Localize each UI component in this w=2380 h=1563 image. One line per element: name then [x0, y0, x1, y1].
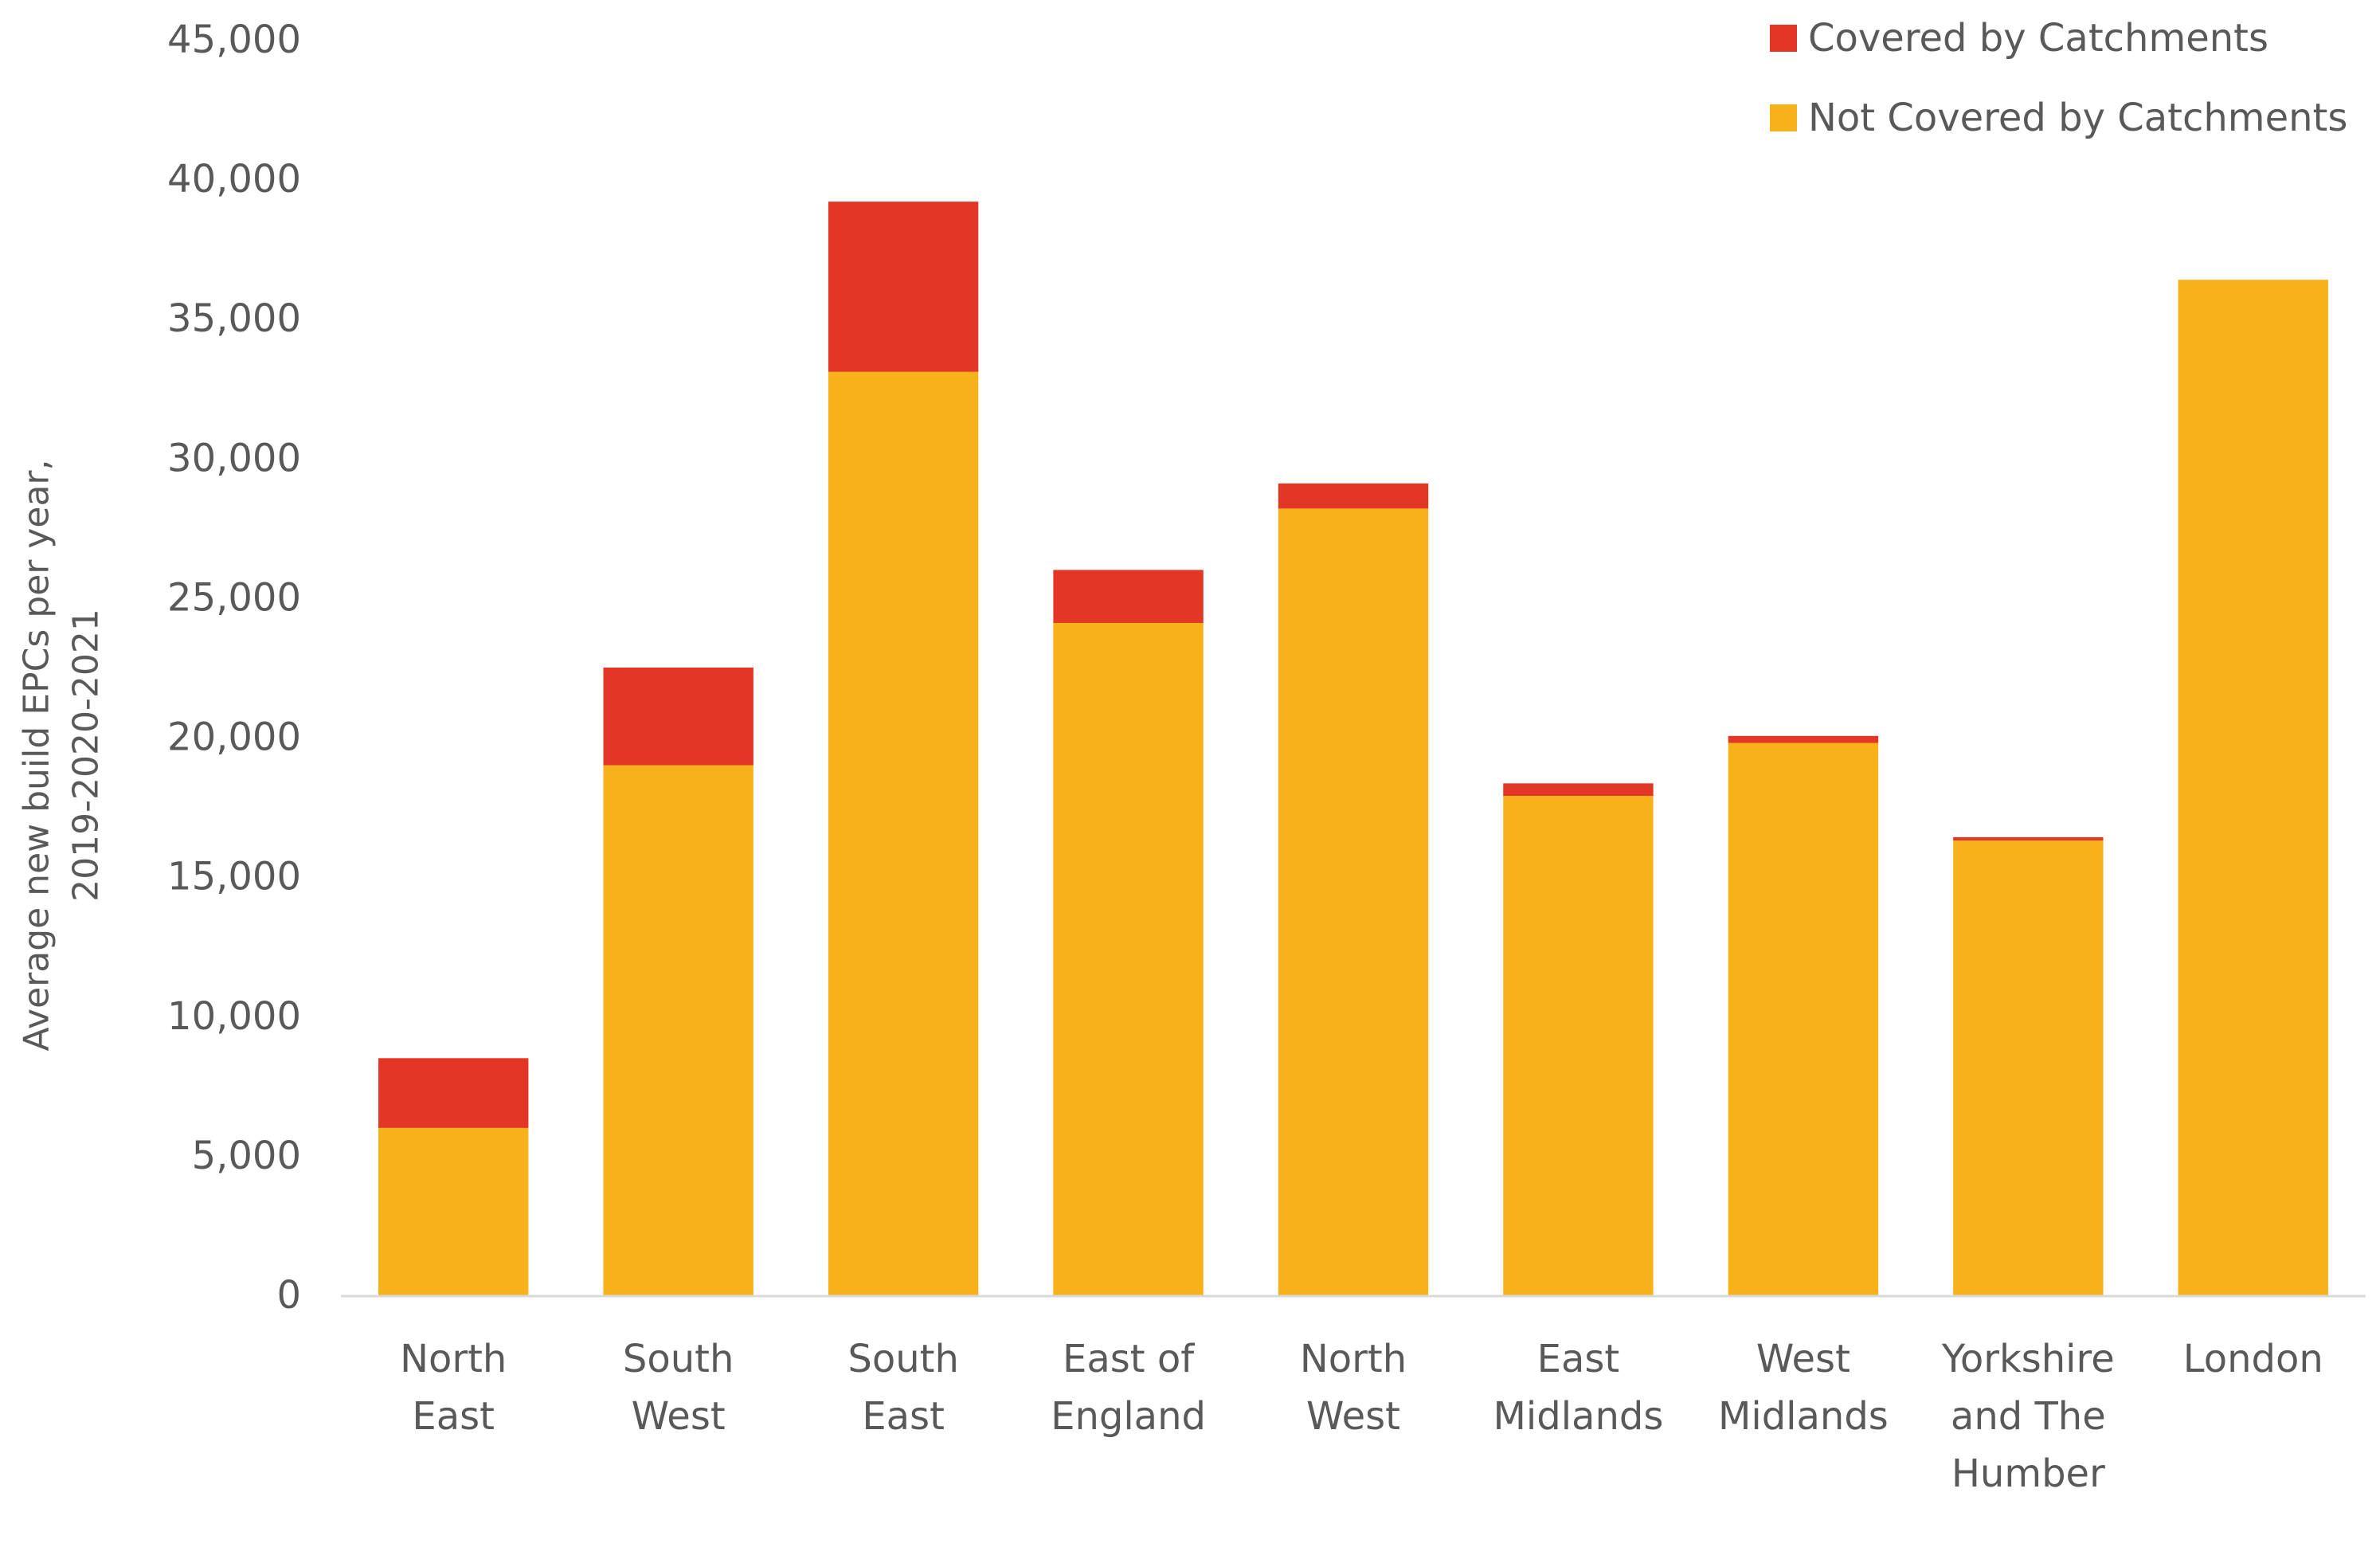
legend-label: Covered by Catchments	[1808, 16, 2268, 61]
x-tick-label: West	[1756, 1337, 1850, 1381]
bars	[378, 202, 2328, 1296]
y-tick-label: 40,000	[167, 157, 301, 202]
y-tick-label: 15,000	[167, 855, 301, 899]
bar-not-covered-by-catchments	[1503, 796, 1654, 1295]
x-tick-label: South	[847, 1337, 959, 1381]
x-tick-label: West	[632, 1394, 726, 1439]
x-tick-label: and The	[1951, 1394, 2106, 1439]
legend-label: Not Covered by Catchments	[1808, 96, 2347, 140]
bar-covered-by-catchments	[1053, 570, 1204, 623]
bar-covered-by-catchments	[603, 668, 754, 766]
y-axis-title: Average new build EPCs per year, 2019-202…	[17, 460, 107, 1052]
legend-swatch	[1770, 25, 1797, 52]
bar-covered-by-catchments	[1953, 836, 2104, 841]
x-tick-label: East	[1537, 1337, 1620, 1381]
bar-not-covered-by-catchments	[378, 1127, 529, 1295]
x-tick-label: Midlands	[1718, 1394, 1889, 1439]
x-tick-label: North	[1300, 1337, 1407, 1381]
y-tick-label: 10,000	[167, 994, 301, 1039]
bar-not-covered-by-catchments	[603, 765, 754, 1295]
x-tick-label: North	[400, 1337, 507, 1381]
y-axis-title-line: Average new build EPCs per year,	[17, 460, 57, 1052]
bar-not-covered-by-catchments	[1728, 742, 1879, 1295]
x-tick-label: England	[1051, 1394, 1206, 1439]
x-tick-label: Midlands	[1493, 1394, 1664, 1439]
y-tick-label: 45,000	[167, 18, 301, 62]
y-tick-label: 25,000	[167, 575, 301, 620]
x-tick-label: West	[1306, 1394, 1400, 1439]
bar-covered-by-catchments	[828, 202, 979, 372]
y-axis-ticks: 0 5,000 10,000 15,000 20,000 25,000 30,000 35,0…	[167, 18, 301, 1318]
bar-not-covered-by-catchments	[1278, 508, 1429, 1295]
x-tick-label: East	[862, 1394, 945, 1439]
y-tick-label: 0	[276, 1273, 301, 1318]
x-tick-label: South	[623, 1337, 734, 1381]
bar-covered-by-catchments	[1728, 735, 1879, 743]
bar-not-covered-by-catchments	[1053, 622, 1204, 1295]
x-tick-label: East of	[1063, 1337, 1195, 1381]
x-tick-label: Humber	[1951, 1451, 2105, 1496]
bar-covered-by-catchments	[1278, 483, 1429, 509]
y-tick-label: 5,000	[192, 1134, 301, 1178]
legend-swatch	[1770, 104, 1797, 131]
x-tick-label: Yorkshire	[1941, 1337, 2115, 1381]
y-axis-title-line: 2019-2020-2021	[66, 609, 107, 902]
x-tick-label: East	[412, 1394, 495, 1439]
bar-not-covered-by-catchments	[1953, 840, 2104, 1295]
y-tick-label: 30,000	[167, 436, 301, 480]
x-tick-label: London	[2183, 1337, 2323, 1381]
x-axis-labels: North East South West South East East of Englan…	[400, 1337, 2323, 1496]
bar-covered-by-catchments	[1503, 783, 1654, 797]
legend: Covered by Catchments Not Covered by Catc…	[1770, 16, 2347, 140]
bar-not-covered-by-catchments	[2178, 280, 2328, 1295]
bar-not-covered-by-catchments	[828, 371, 979, 1296]
bar-covered-by-catchments	[378, 1058, 529, 1128]
y-tick-label: 35,000	[167, 296, 301, 341]
y-tick-label: 20,000	[167, 715, 301, 760]
